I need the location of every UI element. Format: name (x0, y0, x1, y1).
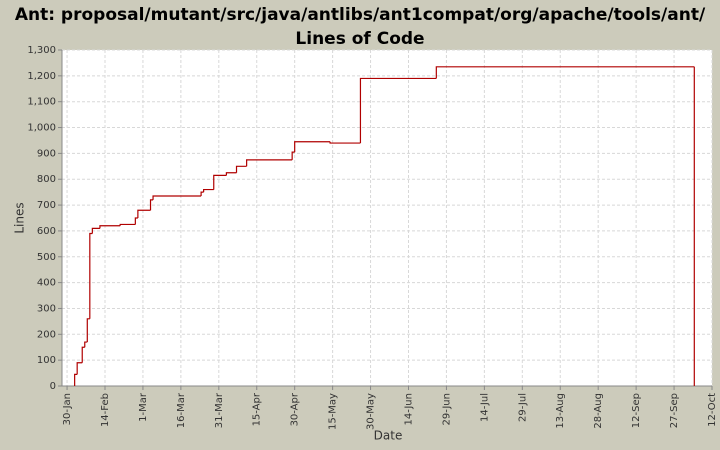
y-tick-label: 300 (37, 303, 56, 314)
line-step (200, 191, 204, 197)
y-tick-label: 1,000 (27, 123, 56, 134)
y-tick-label: 800 (37, 174, 56, 185)
x-tick-label: 12-Oct (707, 393, 718, 427)
x-tick-label: 15-Apr (252, 392, 263, 426)
line-step (91, 227, 100, 234)
line-step (76, 362, 83, 375)
line-step (152, 195, 202, 200)
y-tick-label: 1,300 (27, 45, 56, 56)
line-step (119, 223, 136, 226)
line-step (235, 165, 247, 173)
line-step (359, 77, 437, 144)
y-tick-label: 400 (37, 278, 56, 289)
line-step (213, 174, 227, 190)
line-step (294, 141, 331, 153)
y-axis-label: Lines (13, 202, 27, 233)
line-step (134, 217, 138, 225)
line-step (203, 188, 214, 193)
line-step (74, 373, 78, 386)
line-step (89, 232, 93, 319)
line-step (329, 141, 361, 144)
x-axis-label: Date (374, 429, 403, 443)
y-tick-label: 1,100 (27, 97, 56, 108)
x-tick-label: 16-Mar (176, 392, 187, 428)
line-step (137, 209, 151, 218)
line-step (81, 346, 85, 363)
x-tick-label: 14-Feb (100, 393, 111, 427)
y-tick-label: 1,200 (27, 71, 56, 82)
line-step (225, 172, 237, 176)
x-tick-label: 29-Jul (517, 393, 528, 422)
y-tick-label: 600 (37, 226, 56, 237)
x-tick-label: 27-Sep (669, 393, 680, 428)
line-step (86, 318, 90, 343)
chart-title: Ant: proposal/mutant/src/java/antlibs/an… (14, 5, 706, 49)
x-tick-label: 15-May (328, 393, 339, 430)
y-tick-label: 900 (37, 148, 56, 159)
x-tick-label: 30-May (366, 393, 377, 430)
y-tick-label: 500 (37, 252, 56, 263)
y-tick-label: 200 (37, 329, 56, 340)
x-tick-label: 30-Apr (290, 392, 301, 426)
x-tick-label: 13-Aug (555, 393, 566, 429)
x-tick-label: 1-Mar (138, 392, 149, 422)
x-tick-label: 14-Jul (479, 393, 490, 422)
y-tick-label: 0 (50, 381, 56, 392)
plot-area (62, 50, 712, 386)
line-step (149, 199, 154, 211)
x-tick-label: 12-Sep (631, 393, 642, 428)
line-step (246, 159, 293, 167)
x-tick-label: 30-Jan (62, 393, 73, 425)
y-tick-label: 700 (37, 200, 56, 211)
line-step (291, 151, 295, 160)
x-tick-label: 28-Aug (593, 393, 604, 429)
x-tick-label: 29-Jun (441, 393, 452, 426)
y-tick-label: 100 (37, 355, 56, 366)
line-step (99, 225, 121, 229)
x-tick-label: 31-Mar (214, 392, 225, 428)
line-step (84, 341, 88, 348)
line-step (435, 66, 695, 79)
x-tick-label: 14-Jun (403, 393, 414, 426)
